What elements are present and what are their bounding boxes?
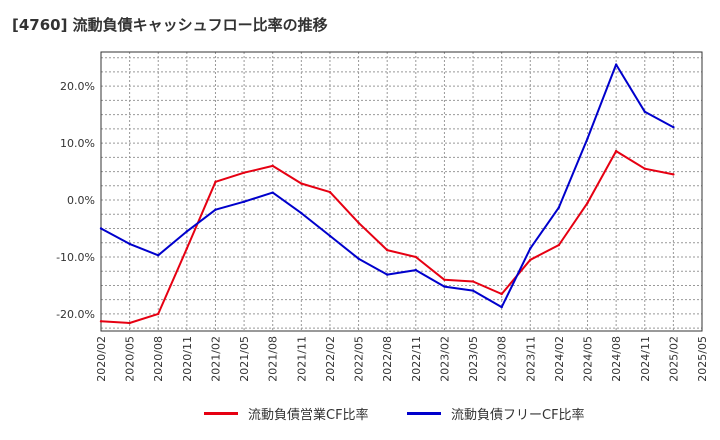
data-point xyxy=(328,190,332,194)
y-axis-ticks: 20.0% 10.0% 0.0% -10.0% -20.0% xyxy=(56,80,95,321)
data-point xyxy=(357,221,360,225)
x-tick-label: 2021/02 xyxy=(209,336,222,382)
data-point xyxy=(414,268,418,272)
data-point xyxy=(328,234,332,238)
data-point xyxy=(471,289,475,292)
data-point xyxy=(385,273,389,276)
x-tick-label: 2022/05 xyxy=(353,336,366,382)
data-point xyxy=(357,257,360,260)
legend-item-operating-cf: 流動負債営業CF比率 xyxy=(204,404,369,423)
x-tick-label: 2024/05 xyxy=(582,336,595,382)
data-point xyxy=(242,171,246,174)
y-tick-label: -20.0% xyxy=(56,308,95,321)
x-tick-label: 2021/11 xyxy=(295,336,308,382)
x-tick-label: 2022/02 xyxy=(324,336,337,382)
data-point xyxy=(500,305,503,309)
legend-swatch-red xyxy=(204,412,238,415)
x-tick-label: 2022/11 xyxy=(410,336,423,382)
data-point xyxy=(99,227,103,230)
data-point xyxy=(443,278,446,281)
data-point xyxy=(99,320,103,323)
x-tick-label: 2020/02 xyxy=(95,336,108,382)
data-point xyxy=(128,321,131,325)
data-point xyxy=(557,243,561,247)
data-point xyxy=(557,206,561,209)
data-point xyxy=(185,230,189,233)
data-point xyxy=(214,208,217,211)
grid-lines xyxy=(100,52,703,331)
legend-label-free-cf: 流動負債フリーCF比率 xyxy=(451,408,585,423)
data-point xyxy=(157,254,160,257)
data-point xyxy=(300,182,303,185)
line-chart: 20.0%10.0%0.0%-10.0%-20.0% 2020/02 2020/0… xyxy=(56,51,709,382)
data-point xyxy=(300,211,303,215)
x-tick-label: 2020/05 xyxy=(124,336,137,382)
x-axis-ticks: 2020/02 2020/05 2020/08 2020/11 2021/02 2021/… xyxy=(95,336,709,382)
data-point xyxy=(385,248,389,252)
y-tick-label: 10.0% xyxy=(60,137,95,150)
data-point xyxy=(271,191,274,194)
x-tick-label: 2020/08 xyxy=(152,336,165,382)
plot-area xyxy=(100,51,703,332)
data-point xyxy=(614,149,618,153)
data-point xyxy=(643,110,646,113)
legend-label-operating-cf: 流動負債営業CF比率 xyxy=(248,408,369,423)
x-tick-label: 2023/11 xyxy=(524,336,537,382)
y-tick-label: 20.0% xyxy=(60,80,95,93)
data-point xyxy=(242,200,246,203)
data-point xyxy=(214,180,217,184)
data-point xyxy=(586,201,589,205)
data-point xyxy=(128,242,131,246)
data-point xyxy=(529,258,532,262)
data-point xyxy=(529,247,532,250)
legend-swatch-blue xyxy=(407,412,441,415)
data-point xyxy=(614,63,618,66)
data-point xyxy=(471,280,475,283)
x-tick-label: 2020/11 xyxy=(181,336,194,382)
x-tick-label: 2023/08 xyxy=(496,336,509,382)
data-point xyxy=(672,173,675,176)
y-tick-label: -10.0% xyxy=(56,251,95,264)
x-tick-label: 2024/02 xyxy=(553,336,566,382)
data-point xyxy=(672,125,675,129)
data-point xyxy=(185,247,189,250)
x-tick-label: 2022/08 xyxy=(381,336,394,382)
y-tick-label: 0.0% xyxy=(67,194,95,207)
legend: 流動負債営業CF比率 流動負債フリーCF比率 xyxy=(0,404,720,428)
x-tick-label: 2021/08 xyxy=(267,336,280,382)
data-point xyxy=(271,164,274,168)
chart-title: [4760] 流動負債キャッシュフロー比率の推移 xyxy=(12,16,328,34)
series-lines xyxy=(99,63,675,325)
data-point xyxy=(414,255,418,259)
x-tick-label: 2023/02 xyxy=(438,336,451,382)
x-tick-label: 2025/02 xyxy=(667,336,680,382)
data-point xyxy=(157,312,160,316)
legend-item-free-cf: 流動負債フリーCF比率 xyxy=(407,404,585,423)
x-tick-label: 2023/05 xyxy=(467,336,480,382)
data-point xyxy=(586,137,589,140)
x-tick-label: 2024/08 xyxy=(610,336,623,382)
x-tick-label: 2021/05 xyxy=(238,336,251,382)
x-tick-label: 2024/11 xyxy=(639,336,652,382)
data-point xyxy=(500,292,503,296)
data-point xyxy=(643,167,646,170)
data-point xyxy=(443,285,446,288)
x-tick-label: 2025/05 xyxy=(696,336,709,382)
